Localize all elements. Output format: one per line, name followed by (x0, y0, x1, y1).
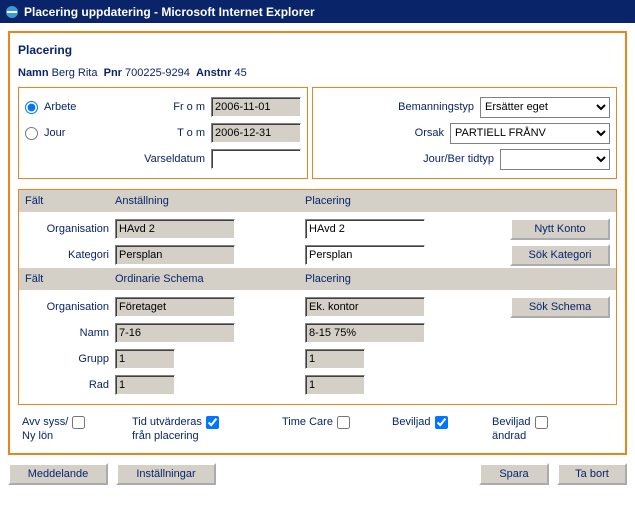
grid-header-1: Fält Anställning Placering (19, 190, 616, 212)
ie-icon (4, 4, 20, 20)
org-plac-input[interactable] (305, 219, 425, 239)
tid-label2: från placering (132, 430, 199, 442)
beviljad-checkbox[interactable] (435, 416, 448, 429)
orsak-label: Orsak (319, 127, 444, 139)
tid-checkbox[interactable] (206, 416, 219, 429)
org2-anst-input[interactable] (115, 297, 235, 317)
window-titlebar: Placering uppdatering - Microsoft Intern… (0, 0, 635, 23)
tabort-button[interactable]: Ta bort (557, 463, 627, 485)
jour-label: Jour (44, 127, 65, 139)
kategori-plac-input[interactable] (305, 245, 425, 265)
beviljad-label: Beviljad (392, 416, 431, 428)
timecare-label: Time Care (282, 416, 333, 428)
bemanningstyp-label: Bemanningstyp (319, 101, 474, 113)
namn-plac-input[interactable] (305, 323, 425, 343)
varsel-label: Varseldatum (144, 153, 205, 165)
beviljad-andrad-label2: ändrad (492, 430, 526, 442)
hdr2-c2: Ordinarie Schema (115, 273, 305, 285)
sok-schema-button[interactable]: Sök Schema (510, 296, 610, 318)
checks-row: Avv syss/ Ny lön Tid utvärderas från pla… (18, 415, 617, 443)
rad-label: Rad (25, 379, 115, 391)
avv-label1: Avv syss/ (22, 416, 68, 428)
arbete-label: Arbete (44, 101, 76, 113)
avv-checkbox[interactable] (72, 416, 85, 429)
avv-label2: Ny lön (22, 430, 53, 442)
window-title: Placering uppdatering - Microsoft Intern… (24, 5, 315, 19)
org2-plac-input[interactable] (305, 297, 425, 317)
org2-label: Organisation (25, 301, 115, 313)
pnr-label: Pnr (104, 67, 122, 79)
kategori-label: Kategori (25, 249, 115, 261)
name-label: Namn (18, 67, 49, 79)
jourber-select[interactable] (500, 149, 610, 170)
beviljad-andrad-label1: Beviljad (492, 416, 531, 428)
rad-anst-input[interactable] (115, 375, 175, 395)
beviljad-andrad-checkbox[interactable] (535, 416, 548, 429)
bemanningstyp-select[interactable]: Ersätter eget (480, 97, 610, 118)
arbete-radio[interactable] (25, 101, 38, 114)
grid-box: Fält Anställning Placering Organisation … (18, 189, 617, 405)
jour-radio[interactable] (25, 127, 38, 140)
grupp-plac-input[interactable] (305, 349, 365, 369)
jourber-label: Jour/Ber tidtyp (319, 153, 494, 165)
anstnr-label: Anstnr (196, 67, 231, 79)
org-anst-input[interactable] (115, 219, 235, 239)
to-label: T o m (177, 127, 205, 139)
to-input[interactable] (211, 123, 301, 143)
grid-header-2: Fält Ordinarie Schema Placering (19, 268, 616, 290)
period-box: Arbete Jour Fr o m T o m Varseldatum (18, 87, 308, 179)
namn-label: Namn (25, 327, 115, 339)
page-title: Placering (18, 43, 617, 57)
nytt-konto-button[interactable]: Nytt Konto (510, 218, 610, 240)
grupp-label: Grupp (25, 353, 115, 365)
varsel-input[interactable] (211, 149, 301, 169)
name-value: Berg Rita (52, 67, 98, 79)
kategori-anst-input[interactable] (115, 245, 235, 265)
main-panel: Placering Namn Berg Rita Pnr 700225-9294… (8, 31, 627, 455)
hdr1-c3: Placering (305, 195, 495, 207)
hdr1-c1: Fält (25, 195, 115, 207)
org-label: Organisation (25, 223, 115, 235)
bottom-buttons: Meddelande Inställningar Spara Ta bort (8, 463, 627, 485)
namn-anst-input[interactable] (115, 323, 235, 343)
bemanning-box: Bemanningstyp Ersätter eget Orsak PARTIE… (312, 87, 617, 179)
hdr2-c3: Placering (305, 273, 495, 285)
orsak-select[interactable]: PARTIELL FRÅNV (450, 123, 610, 144)
sok-kategori-button[interactable]: Sök Kategori (510, 244, 610, 266)
meddelande-button[interactable]: Meddelande (8, 463, 108, 485)
hdr2-c1: Fält (25, 273, 115, 285)
anstnr-value: 45 (235, 67, 247, 79)
grupp-anst-input[interactable] (115, 349, 175, 369)
pnr-value: 700225-9294 (125, 67, 190, 79)
spara-button[interactable]: Spara (479, 463, 549, 485)
timecare-checkbox[interactable] (337, 416, 350, 429)
installningar-button[interactable]: Inställningar (116, 463, 216, 485)
tid-label1: Tid utvärderas (132, 416, 202, 428)
hdr1-c2: Anställning (115, 195, 305, 207)
from-label: Fr o m (173, 101, 205, 113)
person-info: Namn Berg Rita Pnr 700225-9294 Anstnr 45 (18, 67, 617, 79)
rad-plac-input[interactable] (305, 375, 365, 395)
from-input[interactable] (211, 97, 301, 117)
